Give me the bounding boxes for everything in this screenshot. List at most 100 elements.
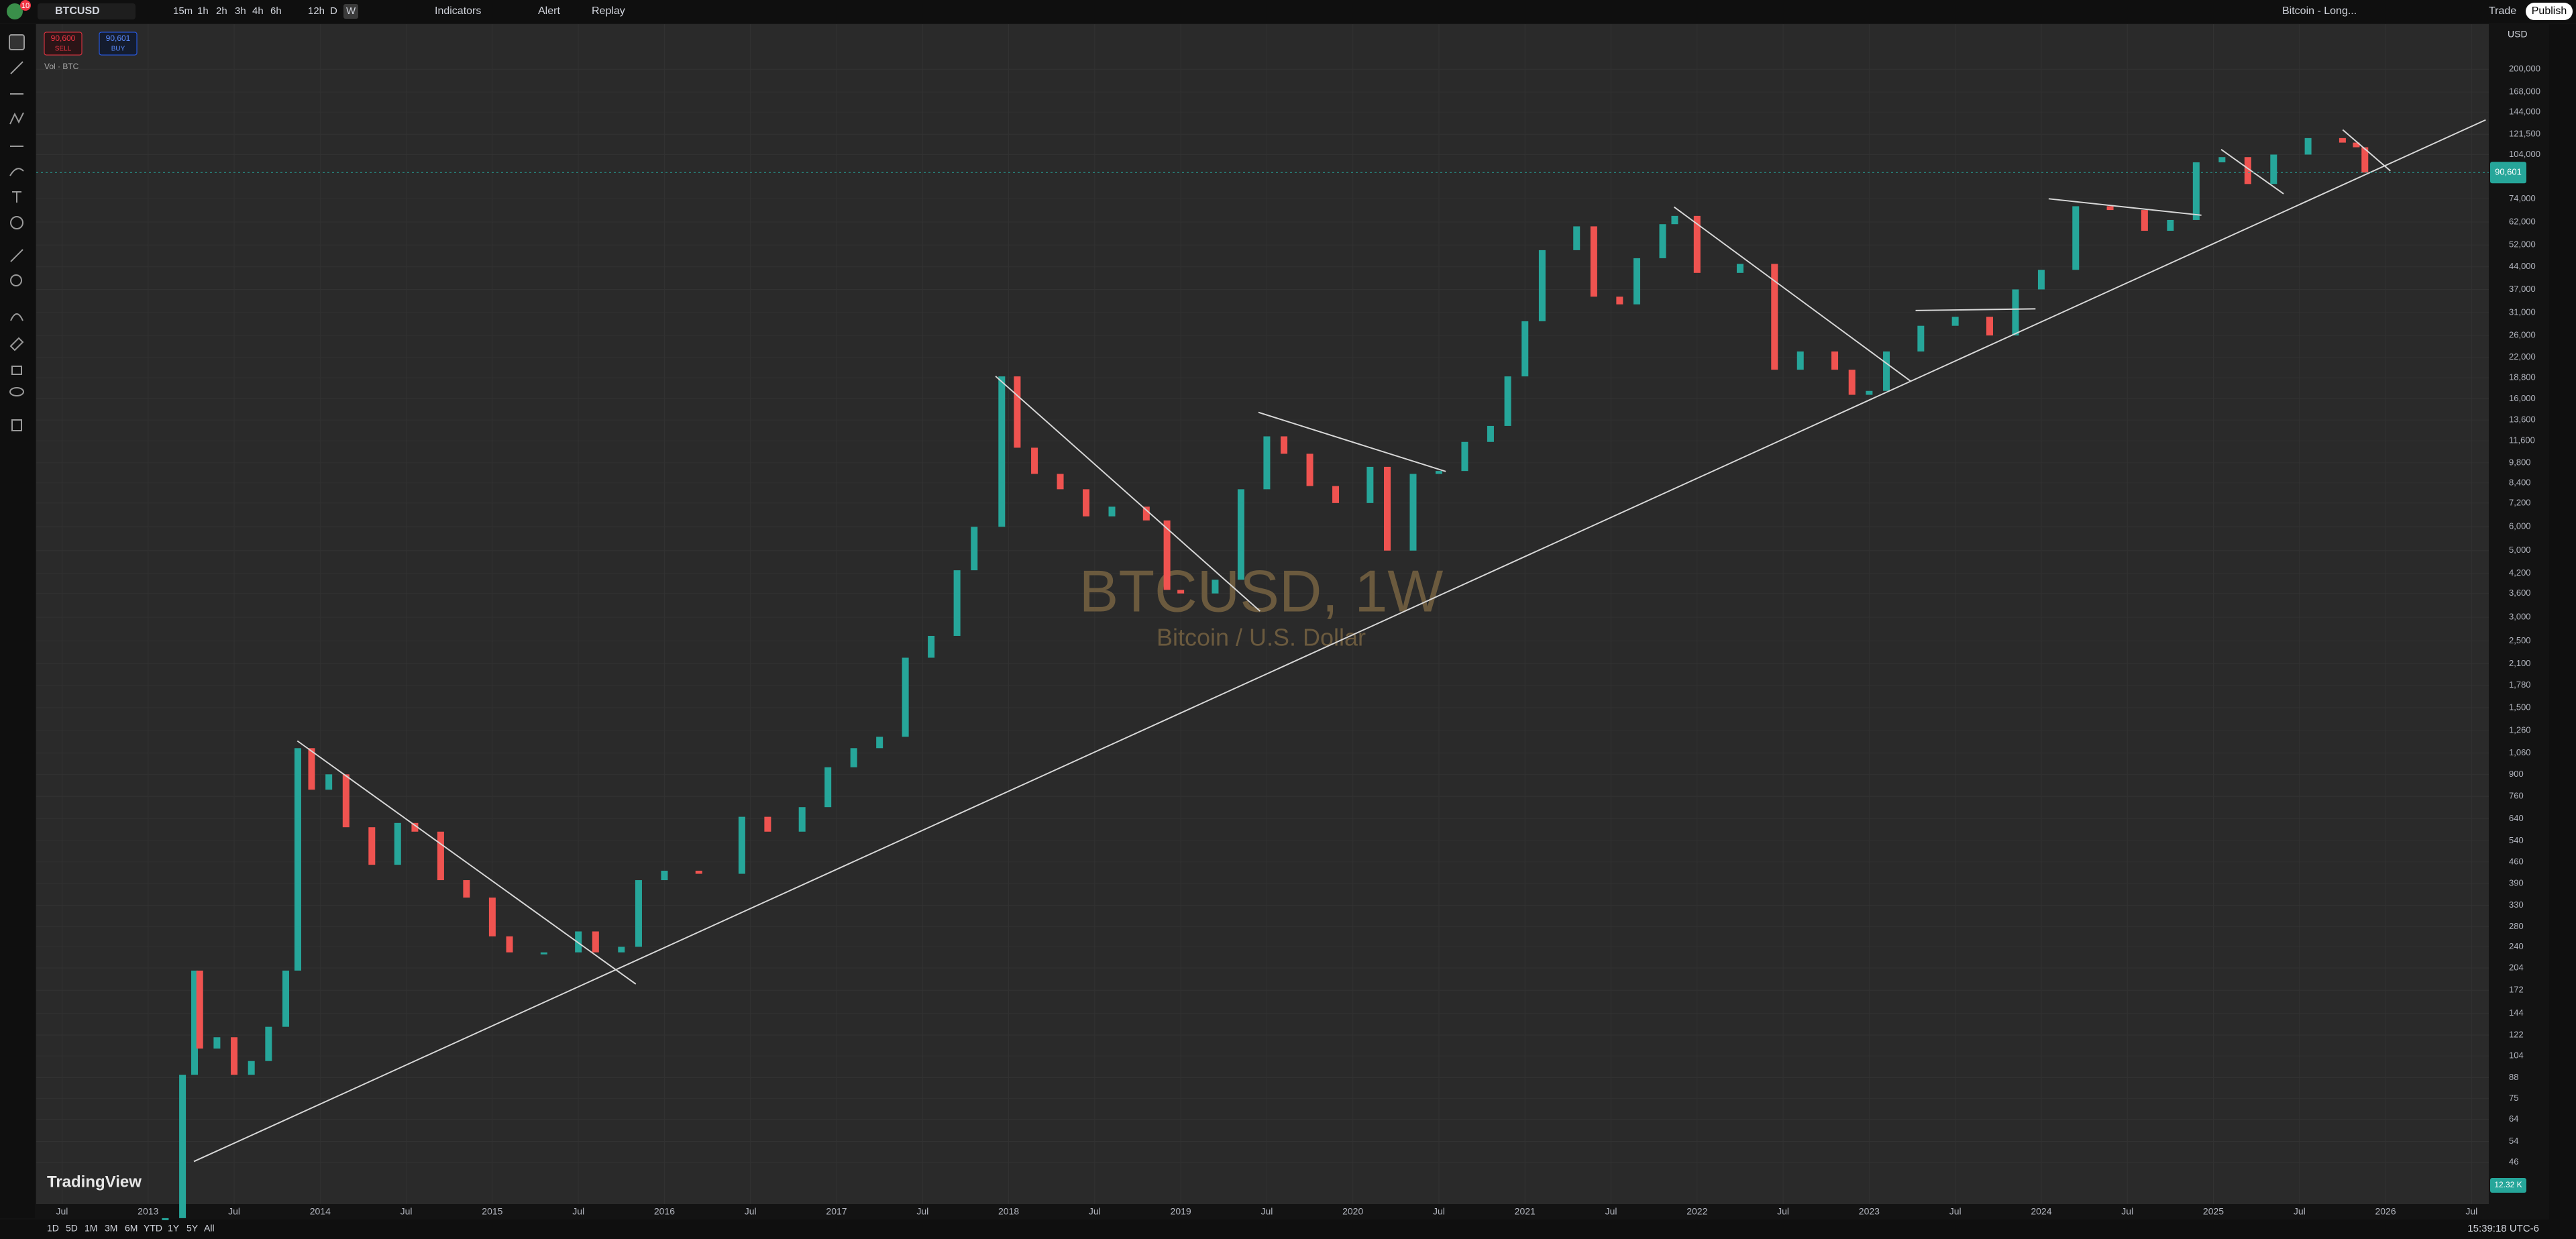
x-tick-label: Jul (56, 1206, 68, 1217)
tool-icon[interactable] (9, 337, 24, 352)
y-tick-label: 64 (2509, 1114, 2518, 1124)
trend-line (2220, 149, 2284, 195)
tool-icon[interactable] (10, 61, 23, 74)
x-tick-label: 2013 (138, 1206, 158, 1217)
tool-icon[interactable] (10, 249, 23, 262)
candle (179, 1075, 186, 1218)
buy-price[interactable]: 90,601 (106, 34, 131, 43)
tool-icon[interactable] (10, 274, 22, 286)
range-button[interactable]: 6M (125, 1223, 138, 1234)
publish-button-bg[interactable] (2526, 3, 2573, 20)
tool-icon[interactable] (12, 191, 21, 203)
y-tick-label: 13,600 (2509, 415, 2536, 425)
candle (1142, 506, 1150, 521)
candle (1263, 436, 1271, 490)
currency[interactable]: USD (2508, 29, 2528, 40)
alert-button[interactable]: Alert (538, 5, 560, 17)
volume-legend: Vol · BTC (44, 62, 79, 71)
publish-button[interactable]: Publish (2532, 5, 2567, 17)
replay-button[interactable]: Replay (592, 5, 625, 17)
y-tick-label: 52,000 (2509, 239, 2536, 250)
interval-button[interactable]: D (330, 5, 337, 17)
candle (928, 635, 935, 658)
interval-button[interactable]: 15m (173, 5, 193, 17)
y-tick-label: 62,000 (2509, 216, 2536, 226)
y-tick-label: 4,200 (2509, 568, 2531, 578)
right-sidebar (2549, 24, 2576, 1239)
tool-icon[interactable] (9, 168, 24, 176)
candle (1281, 436, 1288, 454)
x-tick-label: Jul (2294, 1206, 2306, 1217)
y-tick-label: 11,600 (2509, 435, 2535, 445)
badge-count: 10 (21, 2, 30, 10)
x-tick-label: 2021 (1515, 1206, 1536, 1217)
trend-line (995, 376, 1261, 612)
trend-line (1915, 308, 2036, 311)
x-tick-label: Jul (1260, 1206, 1273, 1217)
y-tick-label: 1,060 (2509, 747, 2531, 757)
sell-label[interactable]: SELL (55, 46, 72, 53)
last-price-tag (2490, 162, 2526, 184)
avatar[interactable] (7, 3, 23, 19)
interval-button[interactable]: 3h (235, 5, 246, 17)
candle (2244, 157, 2251, 184)
range-button[interactable]: 3M (105, 1223, 117, 1234)
interval-active[interactable] (343, 4, 358, 19)
range-button[interactable]: YTD (144, 1223, 162, 1234)
trend-lines (193, 119, 2486, 1163)
interval-button[interactable]: 1h (197, 5, 209, 17)
interval-button[interactable]: 12h (308, 5, 325, 17)
tool-icon[interactable] (11, 419, 22, 431)
tool-icon[interactable] (11, 366, 22, 375)
candle (540, 952, 547, 955)
y-tick-label: 6,000 (2509, 521, 2531, 531)
candle (1435, 471, 1442, 474)
range-button[interactable]: 1Y (168, 1223, 180, 1234)
x-tick-label: Jul (745, 1206, 757, 1217)
range-button[interactable]: 5D (66, 1223, 78, 1234)
interval-button[interactable]: 6h (270, 5, 282, 17)
candle (1504, 376, 1511, 426)
range-button[interactable]: All (204, 1223, 215, 1234)
buy-label[interactable]: BUY (111, 46, 125, 53)
trend-line (297, 740, 637, 985)
buy-button[interactable] (99, 32, 138, 56)
y-tick-label: 104 (2509, 1051, 2524, 1061)
interval-button[interactable]: 4h (252, 5, 264, 17)
y-tick-label: 280 (2509, 921, 2524, 931)
volume-tag (2490, 1178, 2526, 1193)
y-tick-label: 16,000 (2509, 393, 2536, 403)
interval-button[interactable]: W (346, 5, 356, 17)
interval-button[interactable]: 2h (216, 5, 227, 17)
layout-name[interactable]: Bitcoin - Long... (2282, 5, 2357, 17)
candle (1163, 520, 1171, 590)
range-button[interactable]: 5Y (186, 1223, 199, 1234)
candle (2106, 206, 2114, 211)
x-tick-label: Jul (1089, 1206, 1101, 1217)
symbol-search[interactable] (38, 3, 136, 19)
candle (1771, 264, 1778, 370)
tool-icon[interactable] (9, 387, 24, 396)
y-tick-label: 204 (2509, 962, 2524, 972)
candle (661, 870, 668, 881)
candle (248, 1061, 255, 1075)
trade-button[interactable]: Trade (2489, 5, 2516, 17)
indicators-button[interactable]: Indicators (435, 5, 481, 17)
y-tick-label: 144,000 (2509, 107, 2540, 117)
range-button[interactable]: 1M (85, 1223, 97, 1234)
symbol[interactable]: BTCUSD (55, 5, 100, 17)
y-tick-label: 144 (2509, 1008, 2524, 1018)
candle (2037, 270, 2045, 290)
x-tick-label: 2024 (2031, 1206, 2051, 1217)
candle (463, 880, 470, 898)
tool-icon[interactable] (9, 34, 25, 50)
sell-button[interactable] (44, 32, 83, 56)
range-button[interactable]: 1D (47, 1223, 59, 1234)
chart-pane (36, 24, 2489, 1204)
tool-icon[interactable] (9, 112, 24, 125)
sell-price[interactable]: 90,600 (51, 34, 76, 43)
tool-icon[interactable] (10, 313, 23, 321)
volume-label: 12.32 K (2494, 1180, 2522, 1189)
tool-icon[interactable] (10, 216, 23, 229)
